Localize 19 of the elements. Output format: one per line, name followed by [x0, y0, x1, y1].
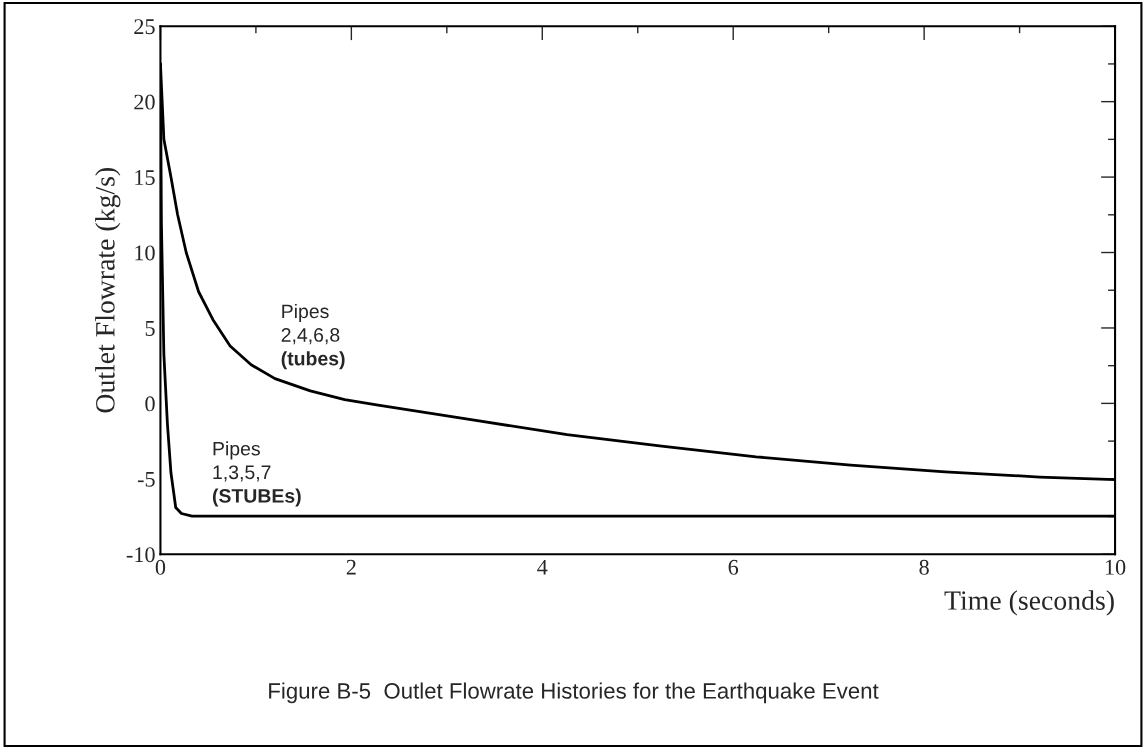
y-tick-label: 25	[134, 19, 155, 35]
x-tick-label: 2	[346, 559, 356, 575]
y-tick-label: 10	[135, 245, 155, 261]
x-tick-label: 4	[537, 559, 548, 575]
x-tick-label: 0	[155, 559, 166, 575]
y-tick-label: 0	[145, 396, 155, 412]
text: Figure B-5 Outlet Flowrate Histories for the Earthquake Event	[269, 682, 879, 704]
y-tick-label: 20	[134, 94, 155, 110]
y-axis-title: Outlet Flowrate (kg/s)	[95, 168, 121, 413]
y-tick-label: 15	[135, 170, 155, 186]
annotation: Pipes 2,4,6,8 (tubes)	[281, 303, 345, 370]
x-axis-title: Time (seconds)	[944, 590, 1114, 616]
x-tick-label: 8	[919, 559, 929, 575]
annotation: Pipes 1,3,5,7 (STUBEs)	[212, 441, 301, 507]
y-tick-label: -5	[137, 471, 155, 487]
y-tick-label: -10	[126, 547, 155, 563]
x-tick-label: 6	[728, 559, 739, 575]
y-tick-label: 5	[145, 321, 155, 336]
x-tick-label: 10	[1105, 559, 1126, 575]
